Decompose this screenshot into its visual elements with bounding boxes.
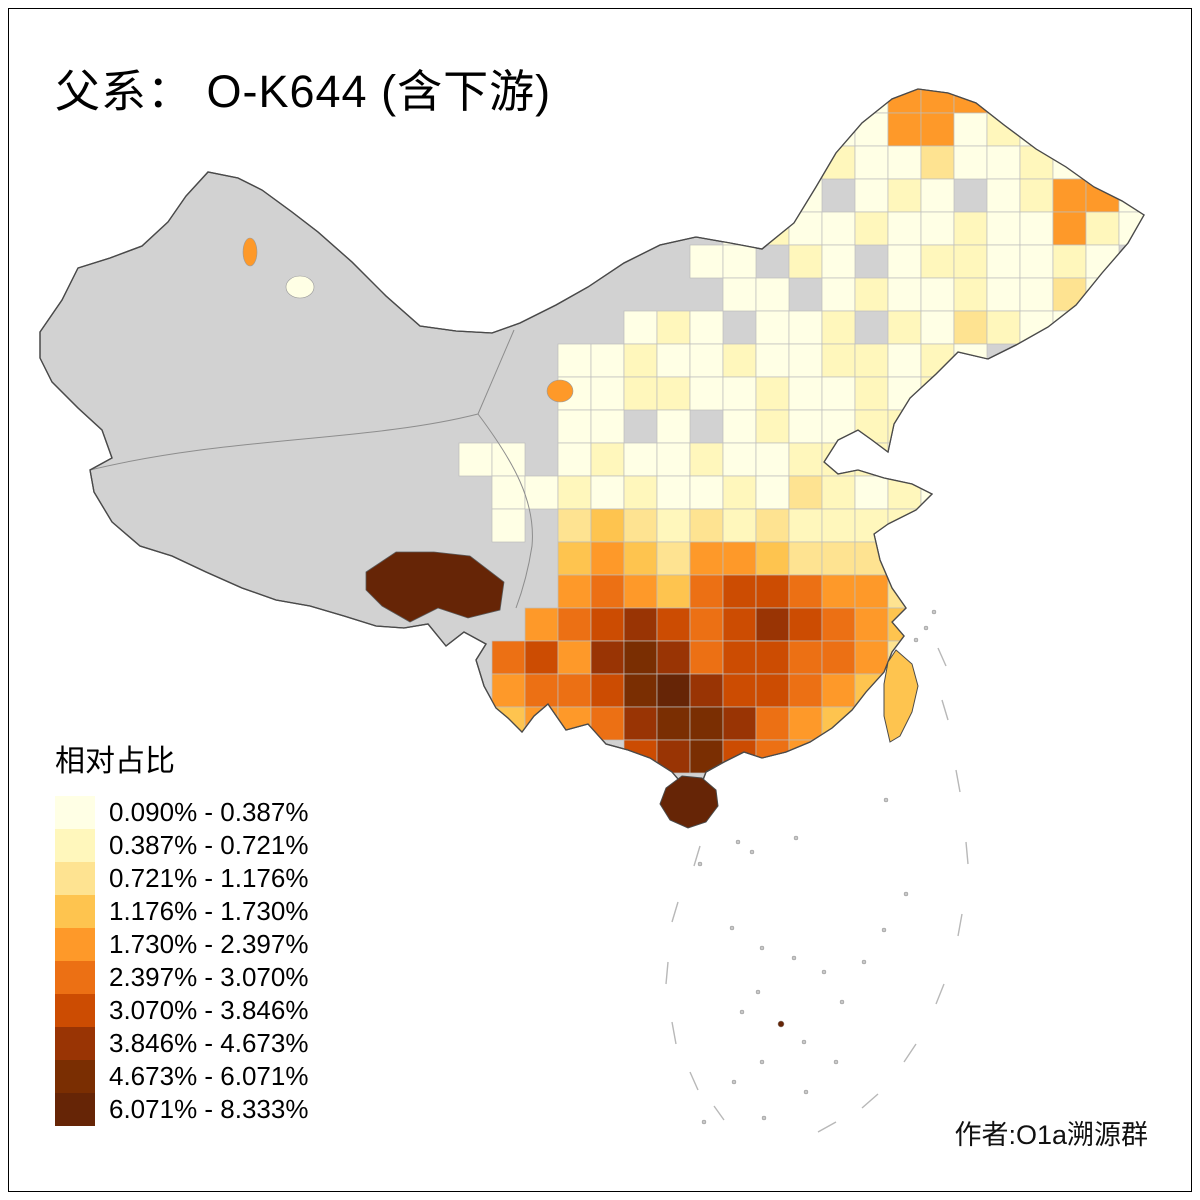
legend-label: 4.673% - 6.071% xyxy=(109,1061,309,1091)
legend-label: 0.090% - 0.387% xyxy=(109,797,309,827)
legend-row: 6.071% - 8.333% xyxy=(55,1093,308,1126)
legend-title: 相对占比 xyxy=(55,745,175,778)
legend-label: 1.730% - 2.397% xyxy=(109,929,309,959)
legend-swatch xyxy=(55,928,95,961)
legend-swatch xyxy=(55,1060,95,1093)
attribution: 作者:O1a溯源群 xyxy=(954,1120,1148,1150)
legend-label: 3.846% - 4.673% xyxy=(109,1028,309,1058)
legend-label: 6.071% - 8.333% xyxy=(109,1094,309,1124)
legend-swatch xyxy=(55,961,95,994)
legend-label: 1.176% - 1.730% xyxy=(109,896,309,926)
legend-label: 2.397% - 3.070% xyxy=(109,962,309,992)
legend-row: 4.673% - 6.071% xyxy=(55,1060,308,1093)
legend-label: 3.070% - 3.846% xyxy=(109,995,309,1025)
legend-entries: 0.090% - 0.387% 0.387% - 0.721% 0.721% - 1… xyxy=(55,796,308,1126)
legend-label: 0.721% - 1.176% xyxy=(109,863,309,893)
legend: 相对占比 0.090% - 0.387% 0.387% - 0.721% 0.721… xyxy=(55,736,308,1126)
legend-swatch xyxy=(55,862,95,895)
legend-label: 0.387% - 0.721% xyxy=(109,830,309,860)
legend-row: 2.397% - 3.070% xyxy=(55,961,308,994)
legend-swatch xyxy=(55,994,95,1027)
legend-row: 1.176% - 1.730% xyxy=(55,895,308,928)
legend-swatch xyxy=(55,1093,95,1126)
legend-swatch xyxy=(55,796,95,829)
map-title: 父系： O-K644 (含下游) xyxy=(55,66,552,117)
legend-row: 1.730% - 2.397% xyxy=(55,928,308,961)
legend-row: 0.721% - 1.176% xyxy=(55,862,308,895)
legend-row: 0.090% - 0.387% xyxy=(55,796,308,829)
legend-row: 0.387% - 0.721% xyxy=(55,829,308,862)
legend-swatch xyxy=(55,1027,95,1060)
legend-swatch xyxy=(55,829,95,862)
legend-row: 3.070% - 3.846% xyxy=(55,994,308,1027)
legend-row: 3.846% - 4.673% xyxy=(55,1027,308,1060)
legend-swatch xyxy=(55,895,95,928)
